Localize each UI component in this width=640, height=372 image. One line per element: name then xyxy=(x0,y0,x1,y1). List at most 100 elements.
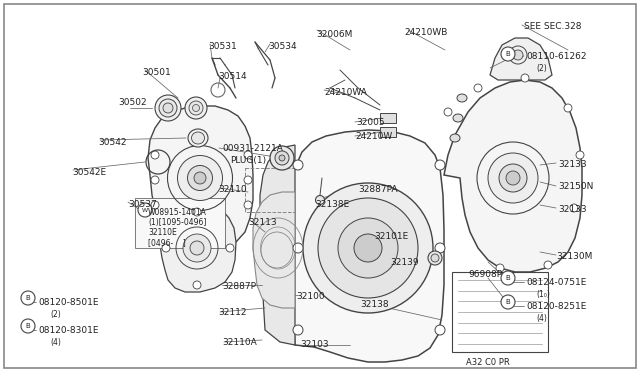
Text: W: W xyxy=(142,208,148,212)
Ellipse shape xyxy=(338,218,398,278)
Text: 30531: 30531 xyxy=(208,42,237,51)
Text: 30501: 30501 xyxy=(142,68,171,77)
Ellipse shape xyxy=(450,134,460,142)
Circle shape xyxy=(244,176,252,184)
Text: 08110-61262: 08110-61262 xyxy=(526,52,586,61)
Ellipse shape xyxy=(506,171,520,185)
Polygon shape xyxy=(148,106,253,250)
Circle shape xyxy=(435,243,445,253)
Bar xyxy=(135,198,225,248)
Circle shape xyxy=(570,204,578,212)
Ellipse shape xyxy=(316,196,324,205)
Text: 32138E: 32138E xyxy=(315,200,349,209)
Ellipse shape xyxy=(159,99,177,117)
Text: 32138: 32138 xyxy=(360,300,388,309)
Text: (4): (4) xyxy=(50,338,61,347)
Circle shape xyxy=(193,208,201,216)
Circle shape xyxy=(193,281,201,289)
Circle shape xyxy=(576,151,584,159)
Circle shape xyxy=(521,74,529,82)
Text: 32005: 32005 xyxy=(356,118,385,127)
Circle shape xyxy=(21,319,35,333)
Circle shape xyxy=(501,295,515,309)
Circle shape xyxy=(138,203,152,217)
Text: 00931-2121A: 00931-2121A xyxy=(222,144,283,153)
Polygon shape xyxy=(253,192,295,308)
Ellipse shape xyxy=(185,97,207,119)
Polygon shape xyxy=(260,145,295,345)
Text: SEE SEC.328: SEE SEC.328 xyxy=(524,22,582,31)
Ellipse shape xyxy=(191,132,205,144)
Text: (4): (4) xyxy=(536,314,547,323)
Polygon shape xyxy=(490,38,552,80)
Circle shape xyxy=(270,146,294,170)
Circle shape xyxy=(435,325,445,335)
Text: 96908P: 96908P xyxy=(468,270,502,279)
Text: (1)[1095-0496]: (1)[1095-0496] xyxy=(148,218,206,227)
Ellipse shape xyxy=(318,198,418,298)
Text: B: B xyxy=(506,51,510,57)
Circle shape xyxy=(501,271,515,285)
Text: 32113: 32113 xyxy=(248,218,276,227)
Text: PLUG(1): PLUG(1) xyxy=(230,156,266,165)
Circle shape xyxy=(293,325,303,335)
Bar xyxy=(245,168,295,212)
Circle shape xyxy=(244,151,252,159)
Text: 32887P: 32887P xyxy=(222,282,256,291)
Circle shape xyxy=(501,47,515,61)
Circle shape xyxy=(435,160,445,170)
Text: 30537: 30537 xyxy=(128,200,157,209)
Text: 08120-8501E: 08120-8501E xyxy=(38,298,99,307)
Text: 08124-0751E: 08124-0751E xyxy=(526,278,586,287)
Text: 30502: 30502 xyxy=(118,98,147,107)
Text: 32110A: 32110A xyxy=(222,338,257,347)
Circle shape xyxy=(496,264,504,272)
Text: 32133: 32133 xyxy=(558,160,587,169)
Ellipse shape xyxy=(513,50,523,60)
Ellipse shape xyxy=(189,101,203,115)
Text: 32110: 32110 xyxy=(218,185,246,194)
Circle shape xyxy=(275,151,289,165)
Ellipse shape xyxy=(193,105,200,112)
Ellipse shape xyxy=(188,166,212,190)
Ellipse shape xyxy=(177,155,223,201)
Ellipse shape xyxy=(499,164,527,192)
Circle shape xyxy=(162,244,170,252)
Text: 32110E: 32110E xyxy=(148,228,177,237)
Ellipse shape xyxy=(155,95,181,121)
Polygon shape xyxy=(444,80,582,272)
Text: (2): (2) xyxy=(50,310,61,319)
Ellipse shape xyxy=(457,94,467,102)
Text: 32887PA: 32887PA xyxy=(358,185,397,194)
Text: (1₀): (1₀) xyxy=(536,290,550,299)
Text: 24210W: 24210W xyxy=(355,132,392,141)
Text: 32150N: 32150N xyxy=(558,182,593,191)
Text: 32139: 32139 xyxy=(390,258,419,267)
Text: 24210WA: 24210WA xyxy=(324,88,367,97)
Ellipse shape xyxy=(194,172,206,184)
Text: 30514: 30514 xyxy=(218,72,246,81)
Text: 30542: 30542 xyxy=(98,138,127,147)
Text: 32006M: 32006M xyxy=(316,30,353,39)
Circle shape xyxy=(279,155,285,161)
Circle shape xyxy=(431,254,439,262)
Text: 08120-8301E: 08120-8301E xyxy=(38,326,99,335)
Circle shape xyxy=(564,104,572,112)
Text: 08120-8251E: 08120-8251E xyxy=(526,302,586,311)
Text: B: B xyxy=(506,299,510,305)
Circle shape xyxy=(244,201,252,209)
Text: 30542E: 30542E xyxy=(72,168,106,177)
Text: 30534: 30534 xyxy=(268,42,296,51)
Circle shape xyxy=(474,84,482,92)
Text: A32 C0 PR: A32 C0 PR xyxy=(466,358,509,367)
Text: [0496-    ]: [0496- ] xyxy=(148,238,186,247)
Text: 32130M: 32130M xyxy=(556,252,593,261)
Ellipse shape xyxy=(488,153,538,203)
Text: 32100: 32100 xyxy=(296,292,324,301)
Circle shape xyxy=(444,108,452,116)
Circle shape xyxy=(226,244,234,252)
Text: 32112: 32112 xyxy=(218,308,246,317)
Circle shape xyxy=(428,251,442,265)
Circle shape xyxy=(151,176,159,184)
Ellipse shape xyxy=(183,234,211,262)
